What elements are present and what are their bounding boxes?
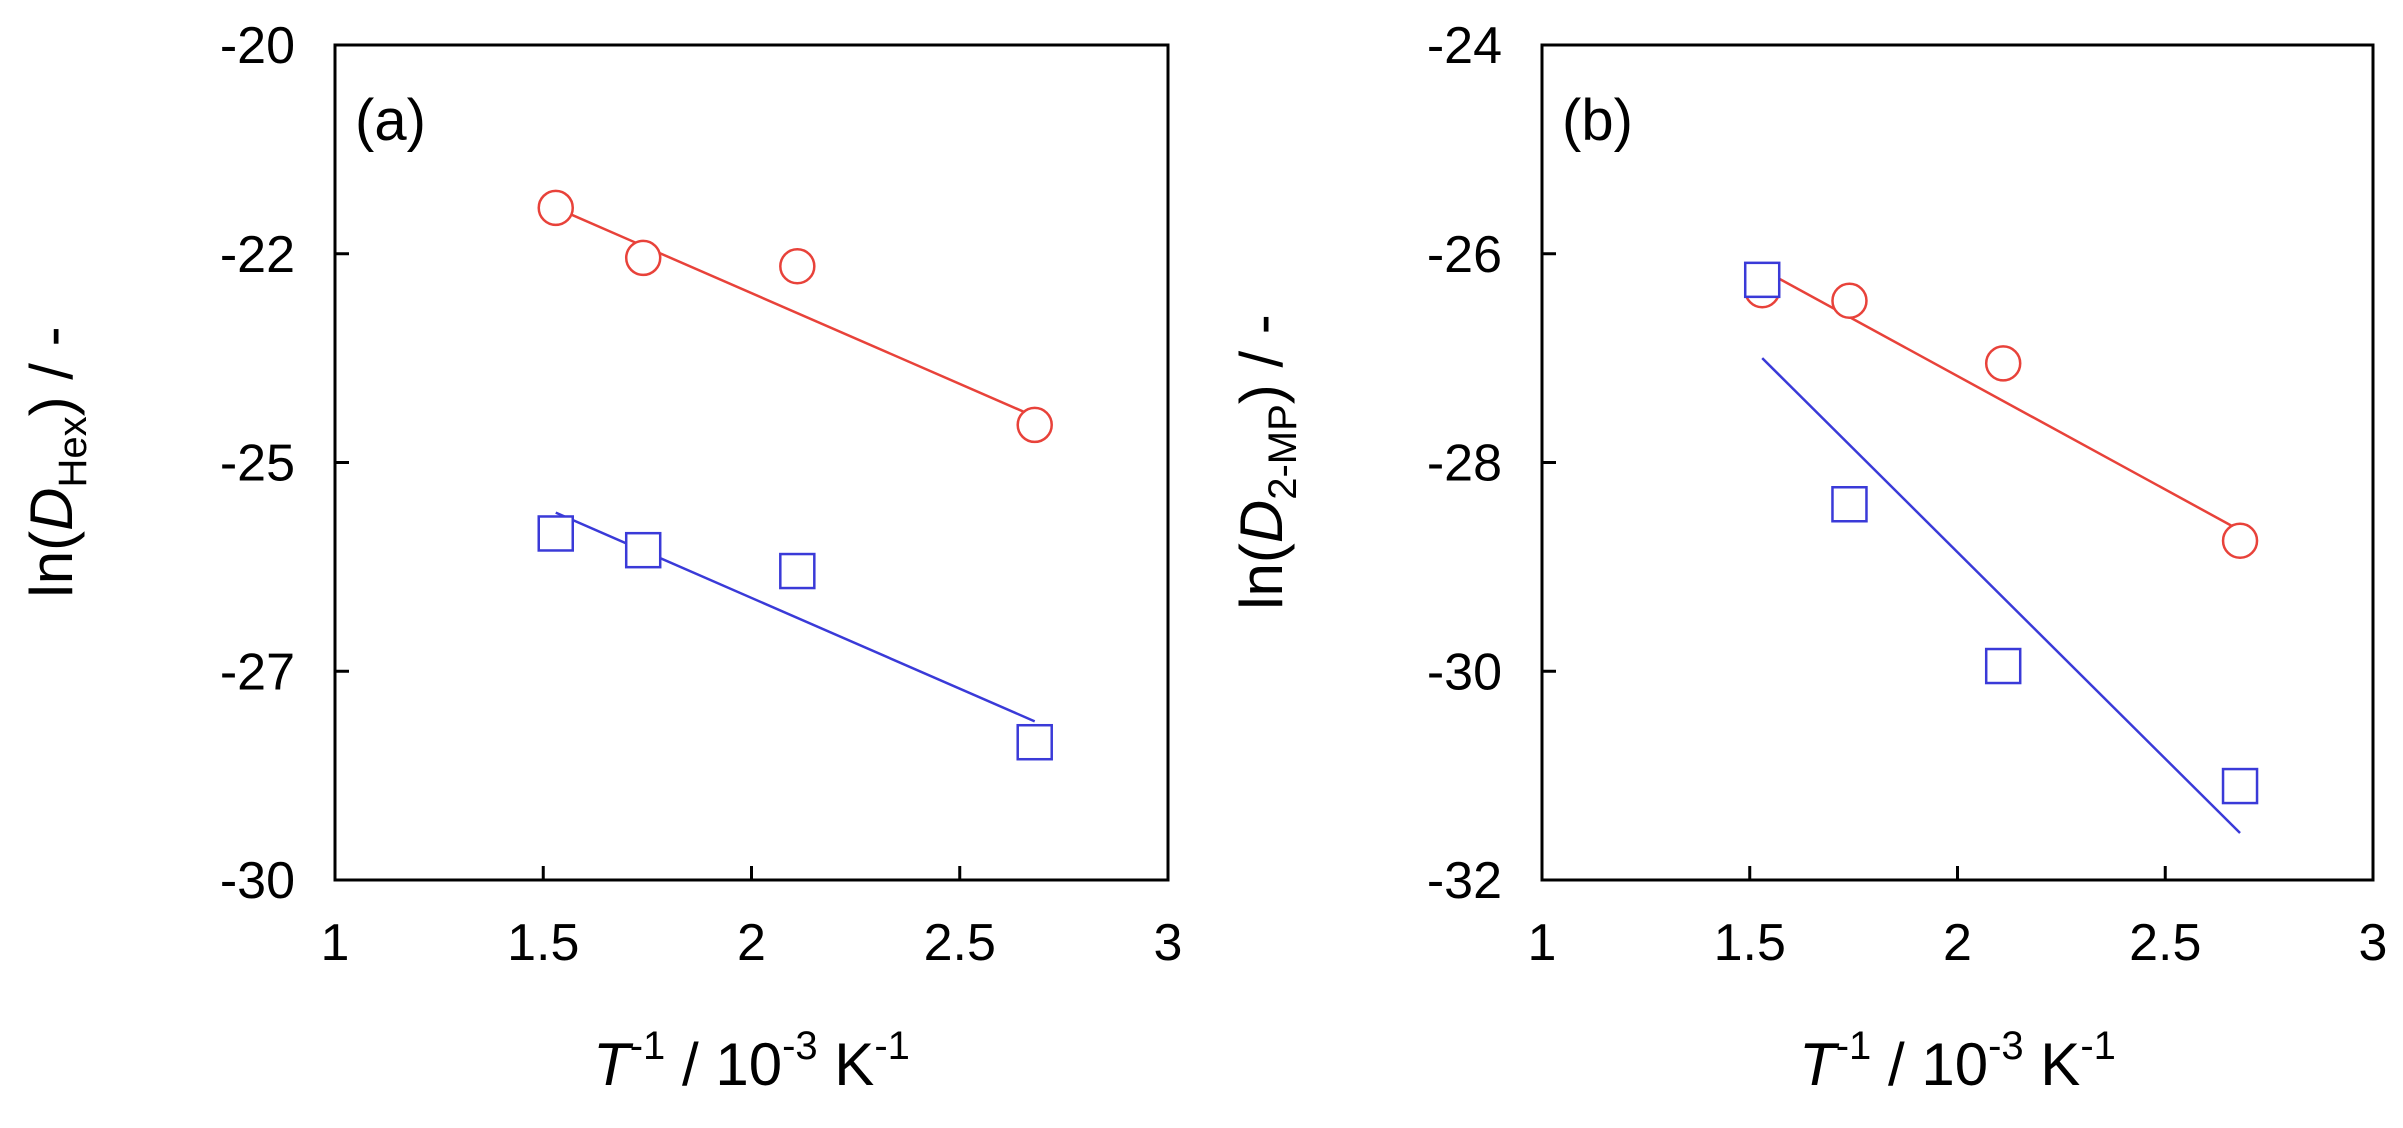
y-tick-label: -28 xyxy=(1427,435,1502,493)
x-tick-label: 1.5 xyxy=(507,914,579,972)
data-point-circle xyxy=(1984,345,2022,382)
y-label-symbol: D xyxy=(1228,500,1295,543)
series-circles xyxy=(537,189,1053,444)
data-point-circle xyxy=(624,239,662,277)
panel-label: (b) xyxy=(1562,88,1633,153)
data-point-square xyxy=(537,515,574,552)
y-axis-label: ln(DHex) / - xyxy=(18,326,95,597)
y-tick-label: -27 xyxy=(220,643,295,701)
x-label-mid: / 10 xyxy=(665,1031,782,1098)
x-tick-label: 2.5 xyxy=(924,914,996,972)
plot-frame xyxy=(1540,43,2375,882)
data-point-circle xyxy=(537,189,574,227)
data-point-square xyxy=(1016,723,1053,761)
x-tick-label: 2 xyxy=(737,914,766,972)
data-point-square xyxy=(1743,261,1781,299)
data-point-square xyxy=(1984,647,2022,685)
x-label-unit: K xyxy=(2024,1031,2081,1098)
y-tick-label: -30 xyxy=(1427,643,1502,701)
x-tick-label: 3 xyxy=(2359,914,2388,972)
y-label-prefix: ln( xyxy=(18,531,85,598)
data-point-circle xyxy=(2221,522,2259,560)
y-tick-label: -30 xyxy=(220,852,295,910)
x-label-sup: -1 xyxy=(630,1024,666,1068)
fit-line-circles xyxy=(555,206,1036,418)
x-tick-label: 3 xyxy=(1154,914,1183,972)
data-point-circle xyxy=(1831,282,1868,319)
fit-line-squares xyxy=(1761,357,2241,834)
x-label-mid: / 10 xyxy=(1871,1031,1988,1098)
data-point-square xyxy=(624,531,662,569)
x-tick-label: 2 xyxy=(1943,914,1972,972)
y-tick-label: -25 xyxy=(220,435,295,493)
chart-panel-a: 1 1.5 2 2.5 3 -20 -22 -25 -27 -30 (a) ln(DHex) / - T… xyxy=(18,17,1182,1098)
x-label-sup: -1 xyxy=(874,1024,910,1068)
data-point-square xyxy=(2221,767,2259,805)
series-circles xyxy=(1743,268,2259,560)
x-label-sup: -1 xyxy=(2080,1024,2116,1068)
y-tick-label: -26 xyxy=(1427,226,1502,284)
panel-label: (a) xyxy=(355,88,426,153)
y-label-suffix: ) / - xyxy=(18,326,85,416)
y-tick-label: -22 xyxy=(220,226,295,284)
data-point-square xyxy=(1831,486,1868,523)
y-axis-label: ln(D2-MP) / - xyxy=(1228,314,1305,610)
data-point-circle xyxy=(1016,406,1053,444)
data-point-circle xyxy=(779,248,816,285)
y-label-subscript: Hex xyxy=(51,416,95,487)
y-tick-label: -32 xyxy=(1427,852,1502,910)
x-label-unit: K xyxy=(818,1031,875,1098)
series-squares xyxy=(1743,261,2259,834)
x-label-symbol: T xyxy=(1799,1031,1840,1098)
series-squares xyxy=(537,511,1053,761)
x-tick-label: 1.5 xyxy=(1714,914,1786,972)
data-point-square xyxy=(779,552,816,590)
y-label-symbol: D xyxy=(18,488,85,531)
y-tick-label: -20 xyxy=(220,17,295,75)
y-label-subscript: 2-MP xyxy=(1261,404,1305,500)
x-axis-label: T-1 / 10-3 K-1 xyxy=(1799,1024,2116,1098)
y-tick-label: -24 xyxy=(1427,17,1502,75)
y-label-suffix: ) / - xyxy=(1228,314,1295,404)
x-tick-label: 2.5 xyxy=(2129,914,2201,972)
x-label-symbol: T xyxy=(593,1031,634,1098)
y-label-prefix: ln( xyxy=(1228,543,1295,610)
x-label-sup: -3 xyxy=(782,1024,818,1068)
x-label-sup: -1 xyxy=(1836,1024,1872,1068)
x-tick-label: 1 xyxy=(1528,914,1557,972)
chart-panel-b: 1 1.5 2 2.5 3 -24 -26 -28 -30 -32 (b) ln(D2-MP) / -… xyxy=(1228,17,2387,1098)
x-tick-label: 1 xyxy=(321,914,350,972)
x-label-sup: -3 xyxy=(1988,1024,2024,1068)
x-axis-label: T-1 / 10-3 K-1 xyxy=(593,1024,910,1098)
